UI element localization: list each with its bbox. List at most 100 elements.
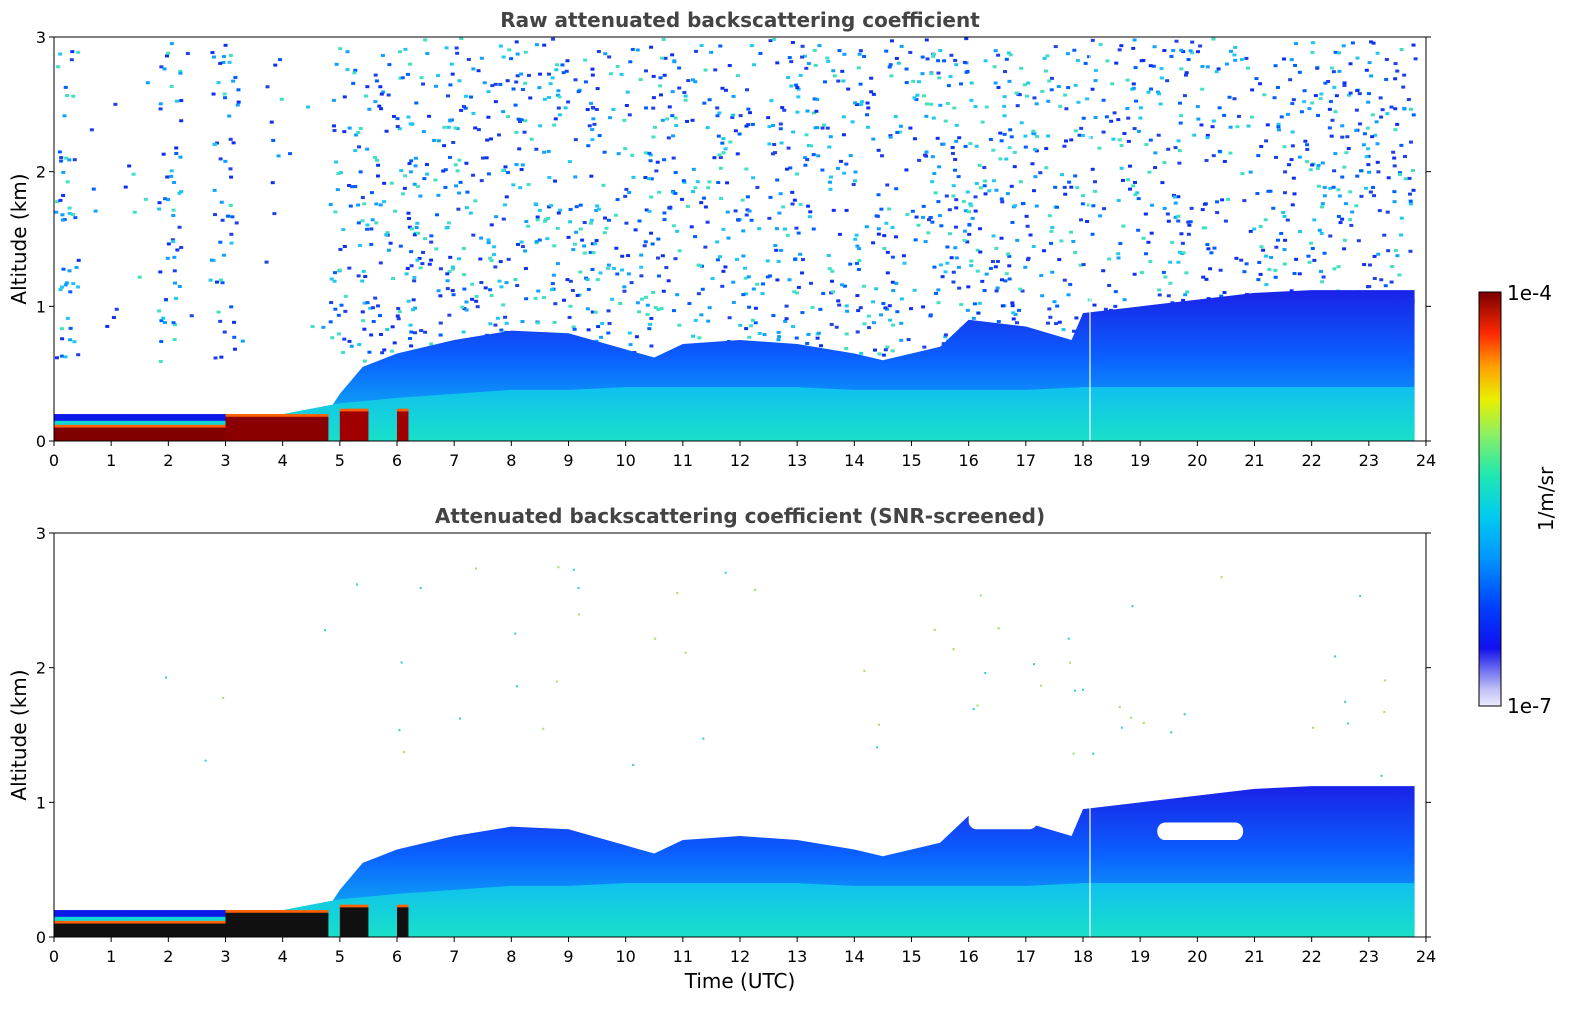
noise-speck [517,119,522,123]
noise-speck [1139,271,1144,275]
noise-speck [1329,134,1334,138]
noise-speck [811,227,816,231]
noise-speck [645,303,650,307]
noise-speck [347,184,352,188]
noise-speck [386,93,391,97]
isolated-point [577,613,580,616]
noise-speck [882,246,887,250]
noise-speck [489,294,494,298]
noise-speck [1305,160,1310,164]
noise-speck [470,282,475,286]
noise-speck [493,323,498,327]
noise-speck [1397,273,1402,277]
noise-speck [709,50,714,54]
noise-speck [931,116,936,120]
noise-speck [1179,232,1184,236]
noise-speck [220,281,225,285]
noise-speck [1008,128,1013,132]
isolated-point [458,717,461,720]
noise-speck [61,170,66,174]
noise-speck [859,103,864,107]
noise-speck [936,200,941,204]
noise-speck [965,190,970,194]
noise-speck [1103,307,1108,311]
noise-speck [965,308,970,312]
noise-speck [757,227,762,231]
noise-speck [1350,210,1355,214]
x-tick-label: 18 [1073,451,1093,470]
noise-speck [549,288,554,292]
noise-speck [1290,102,1295,106]
noise-speck [857,247,862,251]
noise-speck [1041,249,1046,253]
noise-speck [157,201,162,205]
noise-speck [1010,304,1015,308]
noise-speck [794,336,799,340]
noise-speck [489,259,494,263]
noise-speck [157,207,162,211]
noise-speck [744,124,749,128]
noise-speck [1276,125,1281,129]
x-tick-label: 24 [1416,451,1436,470]
noise-speck [586,144,591,148]
noise-speck [419,76,424,80]
noise-speck [223,159,228,163]
x-tick-label: 6 [392,947,402,966]
noise-speck [474,294,479,298]
noise-speck [915,93,920,97]
noise-speck [629,281,634,285]
noise-speck [991,148,996,152]
noise-speck [177,284,182,288]
noise-speck [1055,304,1060,308]
noise-speck [959,82,964,86]
noise-speck [666,136,671,140]
noise-speck [889,74,894,78]
noise-speck [631,175,636,179]
noise-speck [968,142,973,146]
noise-speck [840,69,845,73]
noise-speck [1342,247,1347,251]
noise-speck [1074,316,1079,320]
noise-speck [542,150,547,154]
noise-speck [1098,214,1103,218]
noise-speck [713,68,718,72]
noise-speck [734,257,739,261]
noise-speck [965,240,970,244]
noise-speck [743,266,748,270]
noise-speck [877,352,882,356]
noise-speck [730,113,735,117]
noise-speck [780,106,785,110]
noise-speck [63,355,68,359]
noise-speck [1343,202,1348,206]
x-tick-label: 2 [163,947,173,966]
noise-speck [956,265,961,269]
noise-speck [1204,277,1209,281]
noise-speck [1102,207,1107,211]
noise-speck [222,55,227,59]
noise-speck [451,140,456,144]
noise-speck [1371,185,1376,189]
noise-speck [218,240,223,244]
noise-speck [876,227,881,231]
noise-speck [933,191,938,195]
noise-speck [1022,83,1027,87]
noise-speck [1132,272,1137,276]
noise-speck [460,305,465,309]
noise-speck [457,158,462,162]
noise-speck [1282,57,1287,61]
noise-speck [223,43,228,47]
noise-speck [957,286,962,290]
noise-speck [1310,41,1315,45]
noise-speck [995,286,1000,290]
noise-speck [721,227,726,231]
noise-speck [395,124,400,128]
isolated-point [400,661,403,664]
x-tick-label: 19 [1130,451,1150,470]
noise-speck [1294,257,1299,261]
noise-speck [552,244,557,248]
noise-speck [890,280,895,284]
noise-speck [775,178,780,182]
noise-speck [526,224,531,228]
noise-speck [723,147,728,151]
noise-speck [861,284,866,288]
